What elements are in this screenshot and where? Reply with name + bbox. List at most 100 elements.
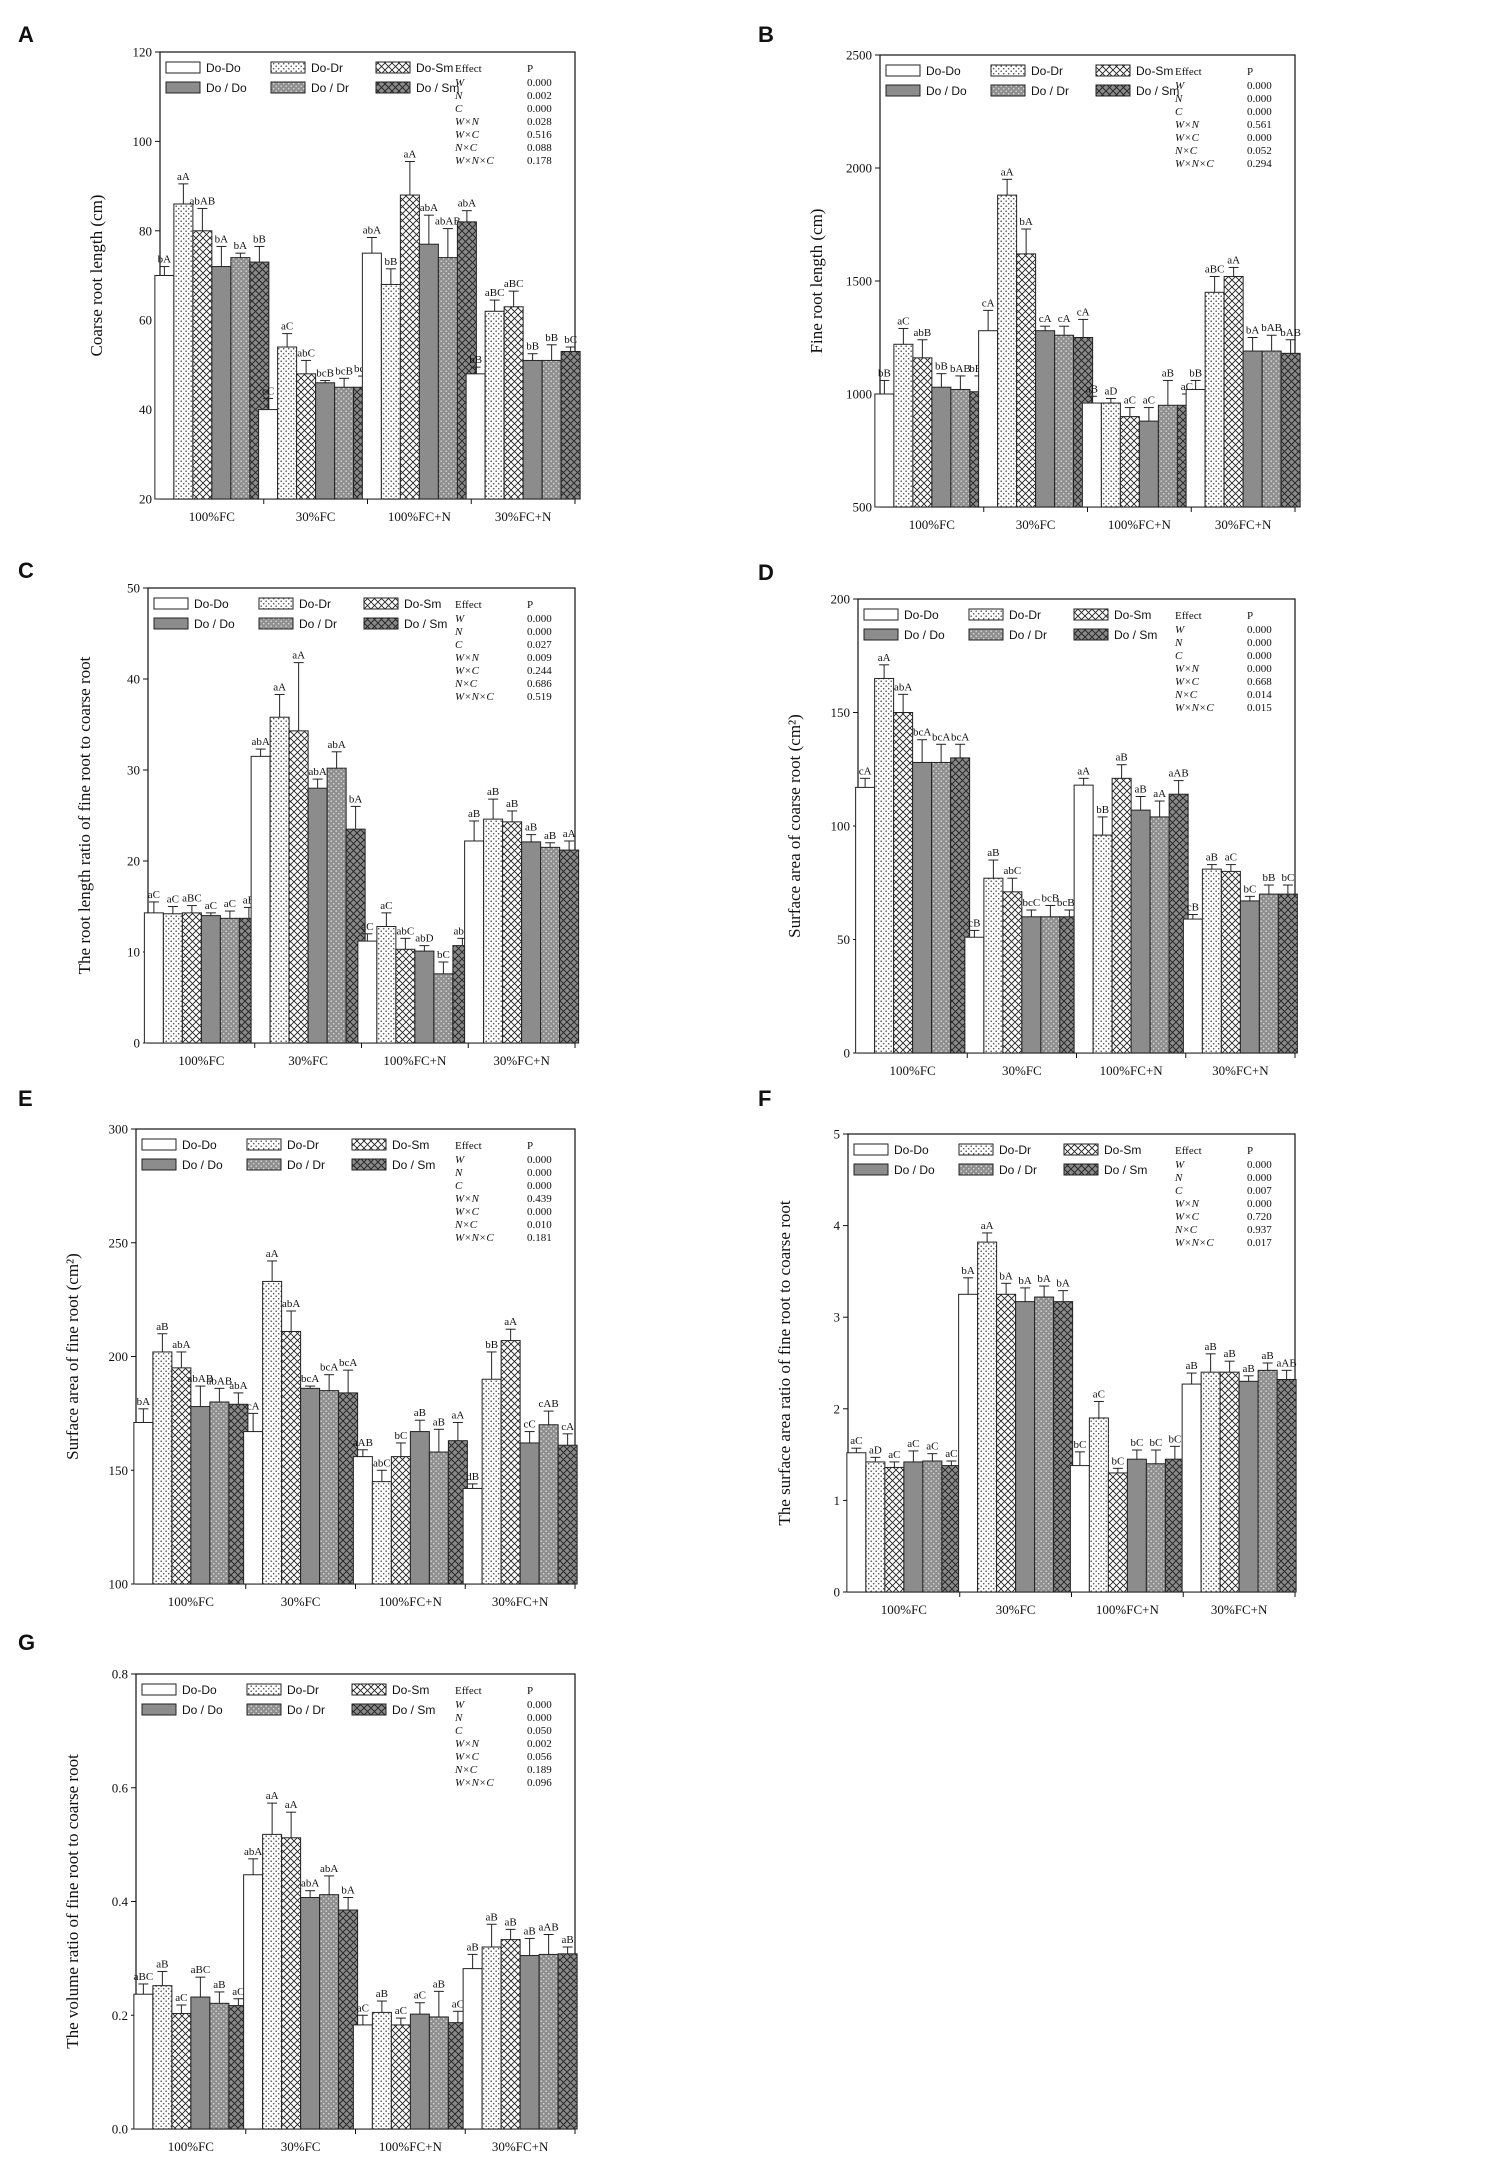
- bar: [219, 917, 240, 1044]
- stats-header-p: P: [1247, 66, 1253, 78]
- bar: [1277, 893, 1298, 1054]
- y-tick-label: 2500: [846, 48, 872, 63]
- significance-label: aB: [1116, 752, 1128, 764]
- legend-label: Do / Do: [182, 1703, 223, 1717]
- significance-label: bAB: [1261, 322, 1282, 334]
- stats-effect-name: N: [1174, 1172, 1183, 1184]
- stats-effect-name: W×C: [1175, 132, 1200, 144]
- significance-label: cB: [968, 917, 980, 929]
- significance-label: aC: [1143, 395, 1155, 407]
- bar: [958, 1293, 979, 1593]
- bar: [1126, 1458, 1147, 1593]
- stats-p-value: 0.000: [527, 1167, 552, 1179]
- legend-label: Do-Sm: [392, 1138, 429, 1152]
- bar: [1002, 891, 1023, 1054]
- significance-label: aA: [292, 650, 305, 662]
- stats-p-value: 0.000: [1247, 650, 1272, 662]
- bar: [1145, 1463, 1166, 1593]
- significance-label: aA: [266, 1248, 279, 1260]
- y-tick-label: 1500: [846, 274, 872, 289]
- significance-label: aB: [1205, 1341, 1217, 1353]
- stats-effect-name: W: [455, 1699, 465, 1711]
- x-category-label: 100%FC+N: [388, 509, 452, 524]
- significance-label: bcA: [951, 731, 969, 743]
- y-axis-title: Surface area of fine root (cm²): [63, 1253, 82, 1460]
- bar: [409, 2013, 430, 2130]
- legend-swatch: [375, 61, 411, 74]
- significance-label: aA: [981, 1220, 994, 1232]
- stats-header-effect: Effect: [455, 599, 482, 611]
- stats-p-value: 0.000: [1247, 1172, 1272, 1184]
- bar: [1220, 870, 1241, 1054]
- legend-label: Do / Do: [194, 617, 235, 631]
- significance-label: abA: [308, 766, 326, 778]
- bar: [395, 948, 416, 1044]
- legend-swatch: [351, 1138, 387, 1151]
- panel-b: B 500 1000 1500 2000 2500 Fine root length (cm…: [758, 22, 1301, 532]
- significance-label: abA: [301, 1878, 319, 1890]
- bar: [1239, 900, 1260, 1054]
- bar: [1182, 918, 1203, 1054]
- significance-label: aB: [1206, 852, 1218, 864]
- bar: [152, 1985, 173, 2130]
- legend-swatch: [1073, 628, 1109, 641]
- significance-label: bcC: [1023, 897, 1041, 909]
- significance-label: aC: [281, 321, 293, 333]
- significance-label: aB: [486, 1911, 498, 1923]
- stats-effect-name: W: [455, 613, 465, 625]
- significance-label: aC: [224, 898, 236, 910]
- bar: [557, 1444, 578, 1585]
- bar: [503, 306, 524, 500]
- stats-p-value: 0.015: [1247, 702, 1272, 714]
- stats-effect-name: W×N: [455, 1193, 480, 1205]
- stats-p-value: 0.178: [527, 155, 552, 167]
- bar: [978, 330, 999, 508]
- legend-swatch: [246, 1158, 282, 1171]
- bar: [1219, 1371, 1240, 1593]
- legend-swatch: [270, 81, 306, 94]
- x-category-label: 100%FC: [881, 1602, 927, 1617]
- legend-label: Do-Sm: [1136, 64, 1173, 78]
- significance-label: aA: [177, 171, 190, 183]
- y-tick-label: 0: [834, 1585, 841, 1600]
- legend-swatch: [141, 1158, 177, 1171]
- bar: [1238, 1380, 1259, 1593]
- stats-effect-name: W×C: [455, 1751, 480, 1763]
- significance-label: aB: [1086, 383, 1098, 395]
- bar: [1280, 352, 1301, 508]
- legend-swatch: [246, 1138, 282, 1151]
- stats-effect-name: W: [1175, 80, 1185, 92]
- bar: [361, 252, 382, 500]
- y-tick-label: 30: [127, 763, 140, 778]
- significance-label: bAB: [950, 363, 971, 375]
- bar: [258, 409, 279, 500]
- y-tick-label: 1000: [846, 387, 872, 402]
- significance-label: aC: [175, 1992, 187, 2004]
- legend-label: Do-Dr: [1031, 64, 1063, 78]
- legend-swatch: [246, 1683, 282, 1696]
- bar: [1149, 816, 1170, 1054]
- legend-swatch: [885, 84, 921, 97]
- bar: [414, 950, 435, 1044]
- bar: [162, 913, 183, 1044]
- bar: [352, 1456, 373, 1585]
- stats-p-value: 0.000: [1247, 637, 1272, 649]
- significance-label: aC: [897, 315, 909, 327]
- bar: [133, 1421, 154, 1585]
- bar: [893, 343, 914, 508]
- y-tick-label: 0.4: [112, 1894, 129, 1909]
- stats-p-value: 0.009: [527, 652, 552, 664]
- legend-swatch: [1073, 608, 1109, 621]
- bar: [428, 2016, 449, 2130]
- bar: [262, 1280, 283, 1585]
- stats-header-p: P: [527, 599, 533, 611]
- significance-label: bC: [564, 334, 577, 346]
- stats-p-value: 0.027: [527, 639, 552, 651]
- legend-label: Do / Dr: [299, 617, 337, 631]
- significance-label: bcB: [335, 365, 353, 377]
- significance-label: bcA: [913, 727, 931, 739]
- significance-label: aB: [433, 1416, 445, 1428]
- significance-label: bcA: [932, 731, 950, 743]
- legend-label: Do / Sm: [392, 1703, 435, 1717]
- significance-label: aD: [869, 1444, 882, 1456]
